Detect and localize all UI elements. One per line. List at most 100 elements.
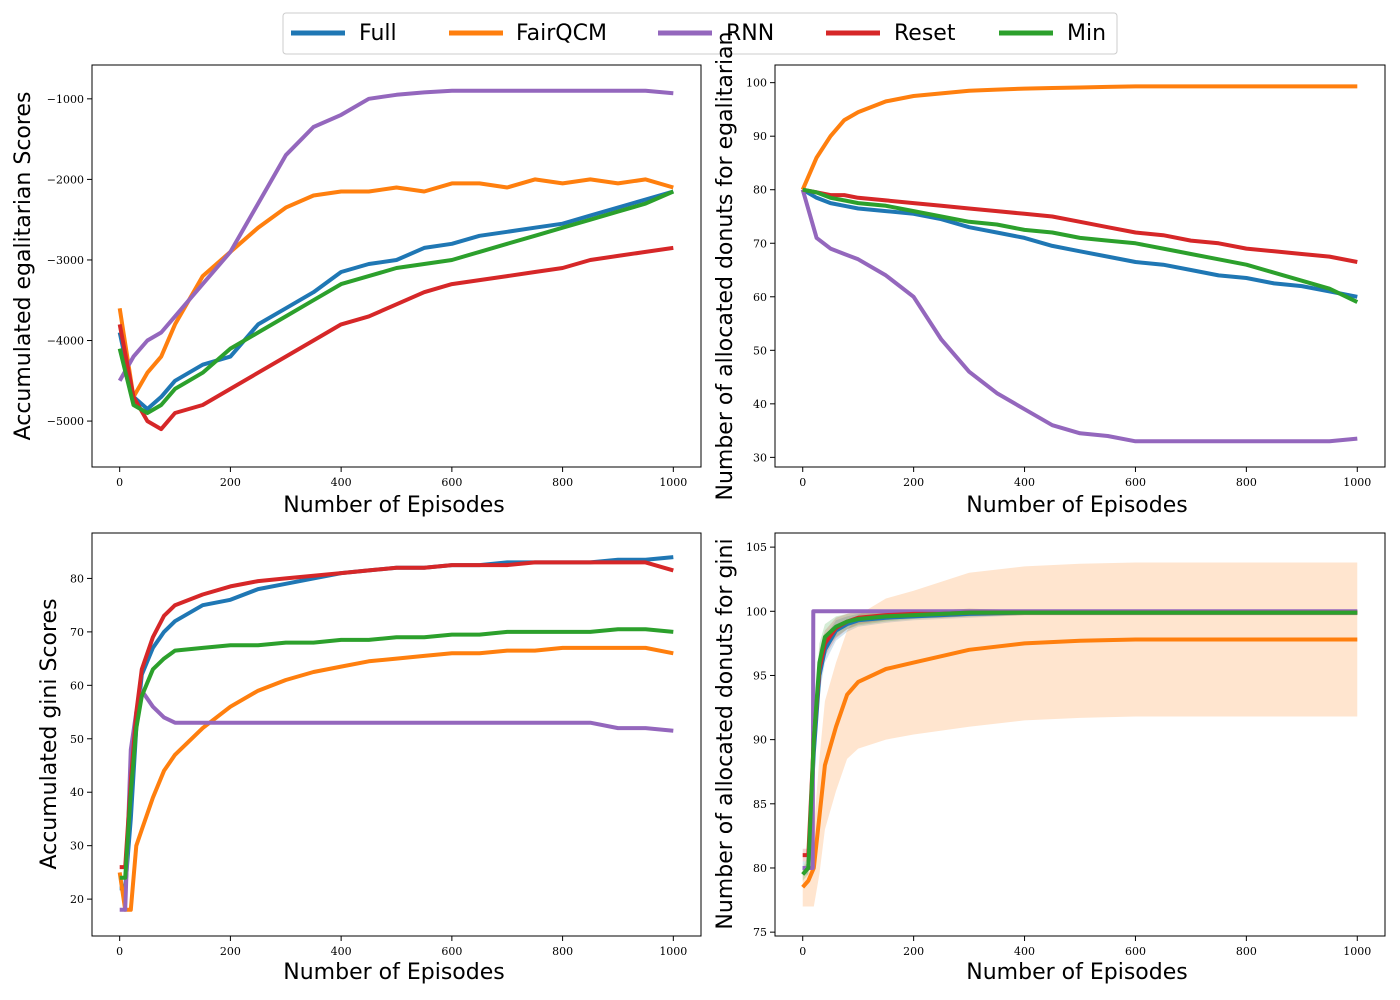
band-fairqcm — [802, 562, 1358, 907]
y-tick-label: 75 — [753, 926, 767, 939]
y-tick-label: 60 — [753, 291, 767, 304]
series-line-full — [117, 189, 674, 411]
legend-entry-fairqcm: FairQCM — [449, 21, 607, 46]
y-tick-label: 80 — [753, 862, 767, 875]
plot-area — [117, 88, 675, 432]
x-tick-label: 400 — [1014, 476, 1035, 489]
y-axis-label: Accumulated egalitarian Scores — [11, 92, 36, 441]
legend: Full FairQCM RNN Reset Min — [282, 12, 1118, 55]
x-axis-label: Number of Episodes — [966, 960, 1187, 985]
y-tick-label: 30 — [70, 840, 84, 853]
legend-entry-rnn: RNN — [658, 21, 774, 46]
y-tick-label: 60 — [70, 679, 84, 692]
plot-area — [800, 84, 1359, 444]
y-tick-label: 95 — [753, 669, 767, 682]
x-tick-label: 0 — [799, 476, 806, 489]
y-tick-label: 20 — [70, 893, 84, 906]
x-tick-label: 1000 — [1343, 945, 1371, 958]
series-line-rnn — [119, 688, 674, 912]
y-tick-label: 100 — [746, 77, 767, 90]
series-line-reset — [119, 560, 674, 870]
y-tick-label: 80 — [753, 184, 767, 197]
y-tick-label: 80 — [70, 572, 84, 585]
x-tick-label: 800 — [552, 476, 573, 489]
plot-area — [117, 555, 674, 912]
y-tick-label: 70 — [70, 626, 84, 639]
x-tick-label: 400 — [1014, 945, 1035, 958]
panel-4: 0 200 400 600 800 1000 75 80 85 90 95 100 105 Number … — [713, 532, 1386, 985]
x-tick-label: 400 — [331, 945, 352, 958]
y-axis-label: Accumulated gini Scores — [37, 598, 62, 869]
x-tick-label: 600 — [1125, 945, 1146, 958]
x-tick-label: 200 — [220, 476, 241, 489]
y-tick-label: 70 — [753, 237, 767, 250]
panel-1: 0 200 400 600 800 1000 −5000 −4000 −3000 −2000 −10… — [11, 64, 702, 518]
y-tick-label: −3000 — [47, 254, 84, 267]
x-tick-label: 800 — [1236, 476, 1257, 489]
y-tick-label: 105 — [746, 541, 767, 554]
y-axis-label: Number of allocated donuts for egalitari… — [713, 32, 738, 501]
y-tick-label: 50 — [70, 733, 84, 746]
y-tick-label: −2000 — [47, 173, 84, 186]
series-line-min — [802, 187, 1359, 304]
x-axis-label: Number of Episodes — [283, 960, 504, 985]
plot-frame — [774, 532, 1386, 937]
y-tick-label: 90 — [753, 734, 767, 747]
x-tick-label: 800 — [552, 945, 573, 958]
series-line-min — [117, 189, 675, 415]
x-axis-label: Number of Episodes — [283, 493, 504, 518]
y-tick-label: 30 — [753, 451, 767, 464]
series-line-fairqcm — [117, 177, 674, 399]
y-tick-label: 40 — [70, 786, 84, 799]
y-tick-label: −5000 — [47, 415, 84, 428]
y-tick-label: 100 — [746, 605, 767, 618]
legend-label-min: Min — [1067, 21, 1106, 46]
legend-entry-full: Full — [291, 21, 397, 46]
x-tick-label: 1000 — [659, 476, 687, 489]
legend-entry-min: Min — [999, 21, 1106, 46]
x-tick-label: 200 — [903, 476, 924, 489]
x-tick-label: 200 — [903, 945, 924, 958]
series-line-fairqcm — [800, 84, 1358, 191]
series-line-rnn — [800, 189, 1358, 444]
x-tick-label: 1000 — [1343, 476, 1371, 489]
plot-frame — [774, 64, 1386, 468]
y-tick-label: −1000 — [47, 93, 84, 106]
series-line-fairqcm — [117, 645, 674, 912]
x-tick-label: 400 — [331, 476, 352, 489]
x-axis-label: Number of Episodes — [966, 493, 1187, 518]
x-tick-label: 1000 — [659, 945, 687, 958]
x-tick-label: 800 — [1236, 945, 1257, 958]
series-line-reset — [802, 187, 1358, 264]
x-tick-label: 200 — [220, 945, 241, 958]
series-line-reset — [117, 245, 674, 432]
panel-3: 0 200 400 600 800 1000 20 30 40 50 60 70 80 Number of… — [37, 532, 702, 985]
y-tick-label: 50 — [753, 344, 767, 357]
x-tick-label: 600 — [441, 945, 462, 958]
plot-frame — [91, 532, 702, 937]
y-tick-label: 90 — [753, 130, 767, 143]
y-tick-label: 85 — [753, 798, 767, 811]
x-tick-label: 600 — [441, 476, 462, 489]
series-line-full — [801, 187, 1358, 299]
x-tick-label: 0 — [116, 476, 123, 489]
legend-label-full: Full — [359, 21, 397, 46]
panel-2: 0 200 400 600 800 1000 30 40 50 60 70 80 90 100 Number… — [713, 32, 1386, 518]
series-line-min — [801, 610, 1358, 876]
y-tick-label: −4000 — [47, 335, 84, 348]
legend-entry-reset: Reset — [826, 21, 956, 46]
plot-area — [801, 562, 1358, 907]
legend-label-fairqcm: FairQCM — [516, 21, 607, 46]
series-line-min — [119, 627, 674, 880]
series-line-rnn — [117, 88, 674, 382]
x-tick-label: 0 — [116, 945, 123, 958]
x-tick-label: 600 — [1125, 476, 1146, 489]
y-axis-label: Number of allocated donuts for gini — [713, 538, 738, 929]
x-tick-label: 0 — [799, 945, 806, 958]
plot-frame — [91, 64, 702, 468]
series-line-fairqcm — [801, 637, 1358, 889]
legend-label-rnn: RNN — [726, 21, 774, 46]
legend-label-reset: Reset — [894, 21, 956, 46]
y-tick-label: 40 — [753, 398, 767, 411]
